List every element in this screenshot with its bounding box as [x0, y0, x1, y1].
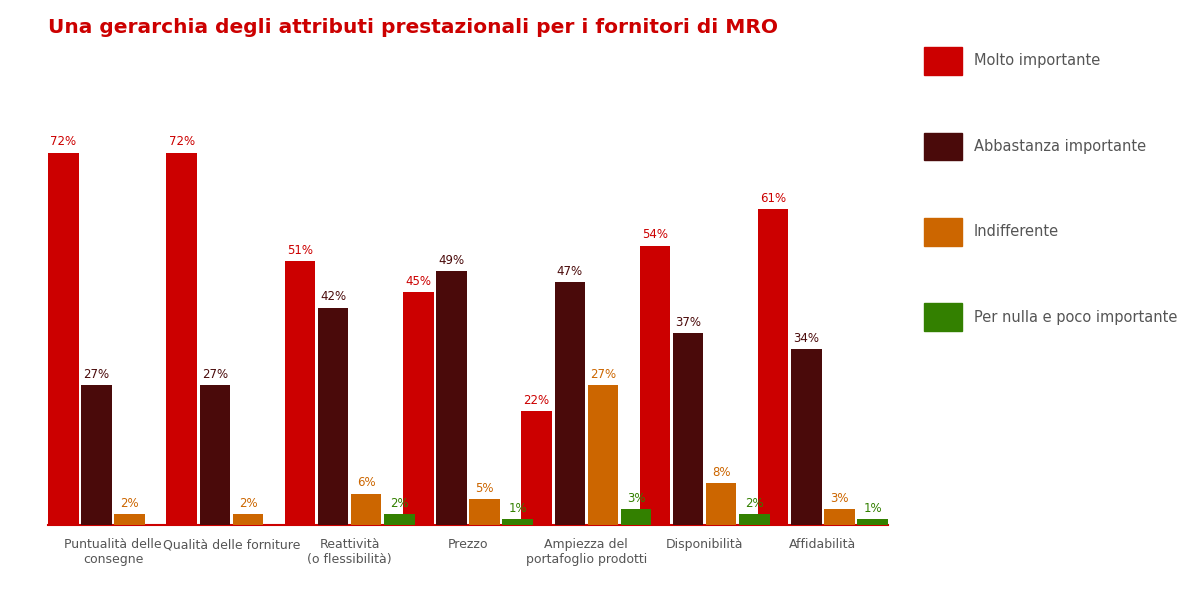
- Bar: [706, 483, 737, 525]
- Text: 2%: 2%: [745, 497, 763, 510]
- Text: Abbastanza importante: Abbastanza importante: [974, 139, 1146, 154]
- Bar: [114, 514, 145, 525]
- Text: 2%: 2%: [239, 497, 257, 510]
- Text: 8%: 8%: [712, 466, 731, 479]
- Text: Per nulla e poco importante: Per nulla e poco importante: [974, 310, 1177, 325]
- Text: 72%: 72%: [50, 135, 77, 148]
- Bar: [284, 261, 316, 525]
- Text: 49%: 49%: [438, 254, 464, 267]
- Bar: [620, 509, 652, 525]
- Text: Indifferente: Indifferente: [974, 224, 1058, 239]
- Bar: [791, 349, 822, 525]
- Bar: [588, 385, 618, 525]
- Bar: [233, 514, 263, 525]
- Text: 45%: 45%: [406, 275, 431, 288]
- Bar: [167, 152, 197, 525]
- Text: Una gerarchia degli attributi prestazionali per i fornitori di MRO: Una gerarchia degli attributi prestazion…: [48, 18, 778, 37]
- Text: 3%: 3%: [830, 492, 848, 505]
- Text: 47%: 47%: [557, 265, 583, 278]
- Text: 2%: 2%: [120, 497, 139, 510]
- Bar: [673, 334, 703, 525]
- Bar: [469, 499, 500, 525]
- Text: 72%: 72%: [169, 135, 194, 148]
- Bar: [403, 292, 433, 525]
- Bar: [640, 246, 670, 525]
- Bar: [384, 514, 415, 525]
- Text: 6%: 6%: [356, 476, 376, 489]
- Bar: [82, 385, 112, 525]
- Bar: [521, 411, 552, 525]
- Bar: [48, 152, 79, 525]
- Bar: [739, 514, 769, 525]
- Bar: [436, 271, 467, 525]
- Text: Molto importante: Molto importante: [974, 54, 1100, 68]
- Text: 22%: 22%: [523, 394, 550, 407]
- Bar: [758, 209, 788, 525]
- Text: 27%: 27%: [84, 368, 109, 381]
- Text: 37%: 37%: [676, 317, 701, 329]
- Bar: [554, 282, 584, 525]
- Text: 27%: 27%: [202, 368, 228, 381]
- Bar: [352, 493, 382, 525]
- Bar: [199, 385, 230, 525]
- Text: 1%: 1%: [863, 502, 882, 515]
- Bar: [318, 307, 348, 525]
- Text: 61%: 61%: [760, 192, 786, 206]
- Text: 27%: 27%: [590, 368, 616, 381]
- Bar: [503, 520, 533, 525]
- Text: 2%: 2%: [390, 497, 409, 510]
- Text: 3%: 3%: [626, 492, 646, 505]
- Bar: [824, 509, 854, 525]
- Text: 5%: 5%: [475, 482, 494, 495]
- Text: 42%: 42%: [320, 290, 346, 303]
- Text: 51%: 51%: [287, 244, 313, 257]
- Text: 1%: 1%: [509, 502, 527, 515]
- Text: 34%: 34%: [793, 332, 820, 345]
- Text: 54%: 54%: [642, 229, 668, 242]
- Bar: [857, 520, 888, 525]
